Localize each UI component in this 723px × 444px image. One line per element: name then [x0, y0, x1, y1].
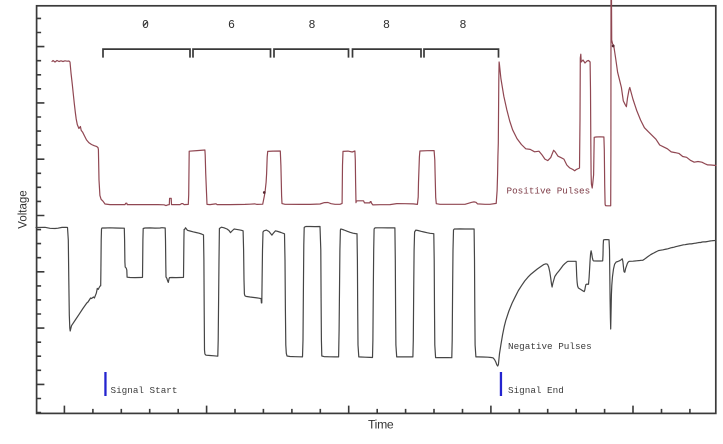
svg-text:Signal Start: Signal Start	[111, 385, 178, 396]
svg-text:Positive Pulses: Positive Pulses	[507, 186, 591, 197]
svg-text:6: 6	[228, 19, 235, 32]
svg-text:0: 0	[142, 19, 149, 32]
svg-text:Voltage: Voltage	[18, 190, 30, 228]
svg-text:8: 8	[383, 19, 390, 32]
svg-text:8: 8	[309, 19, 316, 32]
svg-text:Signal End: Signal End	[508, 385, 564, 396]
svg-text:Time: Time	[368, 417, 394, 431]
svg-text:8: 8	[460, 19, 467, 32]
svg-text:Negative Pulses: Negative Pulses	[508, 341, 592, 352]
